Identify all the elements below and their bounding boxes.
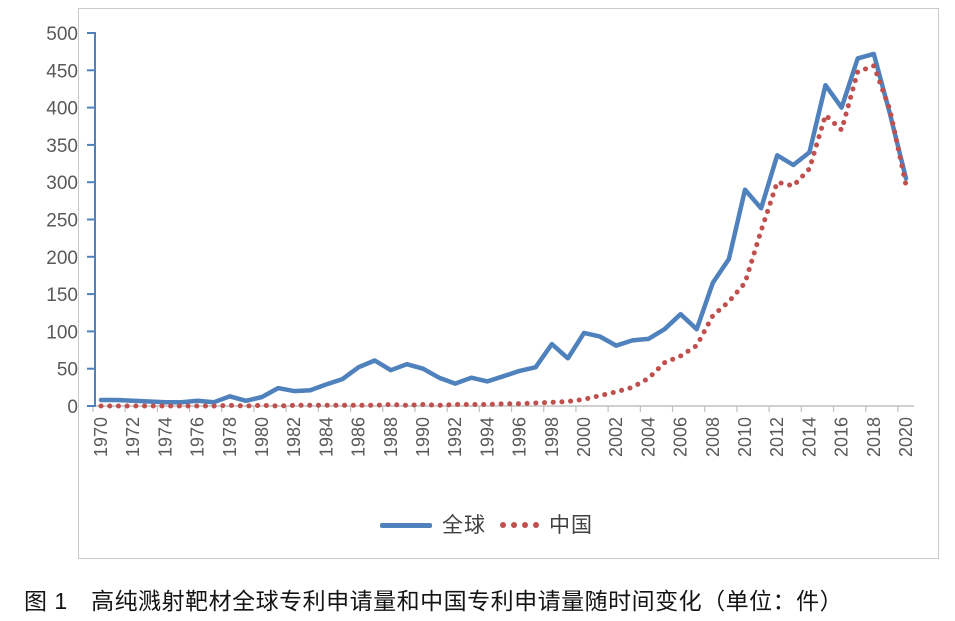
legend-dot-icon	[533, 522, 539, 528]
x-tick-label: 2006	[671, 417, 691, 457]
legend-label-global: 全球	[442, 513, 486, 537]
x-tick-label: 1976	[188, 417, 208, 457]
y-tick-label: 150	[46, 285, 78, 306]
x-tick-label: 2014	[799, 417, 819, 457]
x-tick-label: 2020	[896, 417, 916, 457]
x-tick-label: 1998	[542, 417, 562, 457]
x-tick-label: 1974	[155, 417, 175, 457]
x-tick-label: 2002	[606, 417, 626, 457]
legend-dot-icon	[522, 522, 528, 528]
x-tick-label: 2008	[703, 417, 723, 457]
x-tick-label: 1994	[477, 417, 497, 457]
y-tick-label: 450	[46, 61, 78, 82]
y-tick-label: 350	[46, 136, 78, 157]
x-tick-label: 1984	[316, 417, 336, 457]
y-tick-label: 300	[46, 173, 78, 194]
x-tick-label: 2012	[767, 417, 787, 457]
y-tick-label: 250	[46, 211, 78, 232]
legend-dots-swatch-china	[500, 522, 539, 528]
legend-label-china: 中国	[549, 513, 593, 537]
y-tick-label: 400	[46, 99, 78, 120]
x-tick-label: 2004	[638, 417, 658, 457]
y-tick-label: 500	[46, 24, 78, 45]
x-tick-label: 1996	[510, 417, 530, 457]
legend: 全球 中国	[95, 506, 912, 544]
x-tick-label: 2016	[832, 417, 852, 457]
x-tick-label: 1980	[252, 417, 272, 457]
x-tick-label: 2018	[864, 417, 884, 457]
y-tick-label: 0	[67, 397, 78, 418]
legend-dot-icon	[511, 522, 517, 528]
x-tick-label: 1982	[284, 417, 304, 457]
x-tick-label: 2000	[574, 417, 594, 457]
x-tick-label: 1970	[91, 417, 111, 457]
y-tick-label: 100	[46, 322, 78, 343]
y-tick-label: 50	[57, 360, 78, 381]
x-tick-label: 1988	[381, 417, 401, 457]
x-tick-label: 1972	[123, 417, 143, 457]
x-tick-label: 1992	[445, 417, 465, 457]
x-tick-label: 1990	[413, 417, 433, 457]
series-line-china	[98, 63, 909, 409]
chart-frame	[78, 8, 939, 559]
series-line-global	[98, 51, 909, 405]
y-tick-label: 200	[46, 248, 78, 269]
x-tick-label: 2010	[735, 417, 755, 457]
x-tick-label: 1986	[349, 417, 369, 457]
x-tick-label: 1978	[220, 417, 240, 457]
legend-line-swatch-global	[380, 522, 432, 528]
figure-caption: 图 1 高纯溅射靶材全球专利申请量和中国专利申请量随时间变化（单位：件）	[24, 588, 844, 614]
legend-dot-icon	[500, 522, 506, 528]
